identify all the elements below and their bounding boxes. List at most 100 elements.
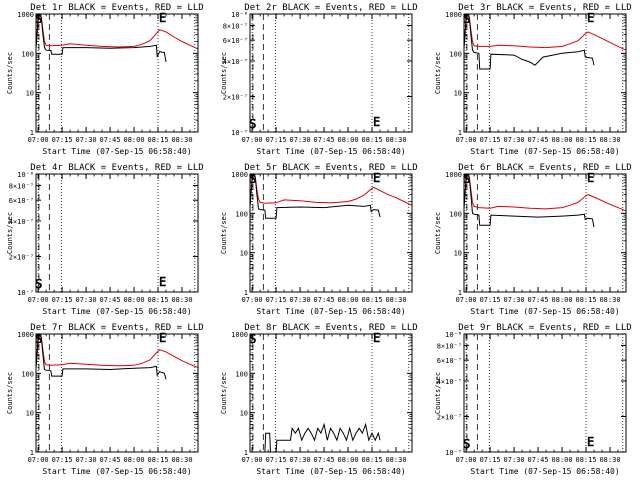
x-tick-label: 07:30 [504, 136, 525, 144]
x-axis-label: Start Time (07-Sep-15 06:58:40) [256, 467, 405, 476]
x-tick-label: 08:00 [338, 136, 359, 144]
x-tick-label: 07:00 [242, 296, 263, 304]
x-tick-label: 07:30 [76, 296, 97, 304]
event-marker-S: S [249, 117, 256, 131]
event-marker-E: E [159, 275, 166, 289]
series-line-events [463, 173, 595, 228]
y-tick-label: 4×10⁻⁷ [437, 378, 462, 386]
chart-title: Det 4r BLACK = Events, RED = LLD [30, 163, 203, 173]
chart-panel-5: Det 5r BLACK = Events, RED = LLD Start Ti… [220, 163, 418, 316]
chart-panel-1: Det 1r BLACK = Events, RED = LLD Start Ti… [6, 3, 204, 156]
chart-title: Det 2r BLACK = Events, RED = LLD [244, 3, 417, 13]
y-tick-label: 10⁻⁶ [231, 11, 248, 19]
x-tick-label: 07:45 [314, 136, 335, 144]
x-tick-label: 08:00 [552, 456, 573, 464]
y-axis-label: Counts/sec [6, 372, 14, 414]
y-tick-label: 1 [244, 449, 248, 457]
x-tick-label: 07:15 [480, 136, 501, 144]
x-tick-label: 07:15 [52, 456, 73, 464]
chart-title: Det 9r BLACK = Events, RED = LLD [458, 323, 631, 333]
x-tick-label: 07:45 [100, 296, 121, 304]
x-tick-label: 08:30 [171, 456, 192, 464]
x-tick-label: 07:00 [456, 296, 477, 304]
y-tick-label: 1 [458, 289, 462, 297]
x-tick-label: 08:15 [575, 296, 596, 304]
x-tick-label: 07:30 [290, 456, 311, 464]
y-tick-label: 1000 [445, 11, 462, 19]
x-tick-label: 07:15 [266, 136, 287, 144]
chart-panel-9: Det 9r BLACK = Events, RED = LLD Start Ti… [434, 323, 632, 476]
y-tick-label: 2×10⁻⁷ [437, 413, 462, 421]
y-tick-label: 1 [30, 129, 34, 137]
x-tick-label: 07:30 [76, 136, 97, 144]
x-tick-label: 08:00 [124, 296, 145, 304]
x-tick-label: 07:45 [528, 136, 549, 144]
x-tick-label: 08:15 [575, 136, 596, 144]
chart-panel-6: Det 6r BLACK = Events, RED = LLD Start Ti… [434, 163, 632, 316]
x-axis-label: Start Time (07-Sep-15 06:58:40) [42, 467, 191, 476]
x-tick-label: 07:45 [100, 136, 121, 144]
x-tick-label: 07:45 [528, 456, 549, 464]
chart-title: Det 1r BLACK = Events, RED = LLD [30, 3, 203, 13]
x-axis-label: Start Time (07-Sep-15 06:58:40) [42, 147, 191, 156]
y-tick-label: 1000 [231, 171, 248, 179]
y-tick-label: 100 [21, 50, 34, 58]
x-tick-label: 07:00 [28, 456, 49, 464]
x-tick-label: 07:30 [76, 456, 97, 464]
x-tick-label: 07:30 [504, 456, 525, 464]
series-line-lld [463, 12, 627, 51]
y-tick-label: 4×10⁻⁷ [223, 58, 248, 66]
y-tick-label: 10 [26, 90, 34, 98]
plot-frame [249, 173, 413, 293]
x-tick-label: 08:00 [124, 456, 145, 464]
series-line-events [35, 333, 167, 380]
plot-frame [463, 13, 627, 133]
x-tick-label: 07:00 [28, 296, 49, 304]
y-tick-label: 1000 [445, 171, 462, 179]
x-tick-label: 07:30 [290, 296, 311, 304]
x-tick-label: 08:15 [361, 136, 382, 144]
x-tick-label: 07:45 [314, 456, 335, 464]
y-tick-label: 100 [235, 210, 248, 218]
chart-panel-4: Det 4r BLACK = Events, RED = LLD Start Ti… [6, 163, 204, 316]
chart-title: Det 5r BLACK = Events, RED = LLD [244, 163, 417, 173]
x-tick-label: 08:00 [338, 296, 359, 304]
x-tick-label: 07:45 [314, 296, 335, 304]
plot-frame [35, 333, 199, 453]
event-marker-E: E [373, 115, 380, 129]
x-tick-label: 07:00 [242, 456, 263, 464]
y-tick-label: 100 [449, 210, 462, 218]
y-tick-label: 1 [458, 129, 462, 137]
chart-panel-2: Det 2r BLACK = Events, RED = LLD Start Ti… [220, 3, 418, 156]
x-tick-label: 07:45 [100, 456, 121, 464]
chart-panel-3: Det 3r BLACK = Events, RED = LLD Start Ti… [434, 3, 632, 156]
x-tick-label: 08:30 [385, 296, 406, 304]
x-tick-label: 07:15 [52, 296, 73, 304]
x-tick-label: 08:30 [171, 296, 192, 304]
event-marker-E: E [587, 435, 594, 449]
x-axis-label: Start Time (07-Sep-15 06:58:40) [256, 147, 405, 156]
chart-title: Det 7r BLACK = Events, RED = LLD [30, 323, 203, 333]
x-tick-label: 08:30 [599, 456, 620, 464]
y-tick-label: 10 [26, 410, 34, 418]
y-tick-label: 8×10⁻⁷ [437, 342, 462, 350]
plot-frame [35, 173, 199, 293]
y-tick-label: 100 [449, 50, 462, 58]
x-tick-label: 08:30 [599, 136, 620, 144]
x-axis-label: Start Time (07-Sep-15 06:58:40) [470, 147, 619, 156]
y-tick-label: 100 [21, 370, 34, 378]
event-marker-E: E [587, 11, 594, 25]
y-axis-label: Counts/sec [6, 212, 14, 254]
chart-title: Det 3r BLACK = Events, RED = LLD [458, 3, 631, 13]
series-line-events [463, 13, 595, 70]
plot-frame [35, 13, 199, 133]
y-tick-label: 10 [454, 90, 462, 98]
event-marker-E: E [373, 331, 380, 345]
y-axis-label: Counts/sec [220, 372, 228, 414]
event-marker-S: S [249, 332, 256, 346]
y-axis-label: Counts/sec [434, 212, 442, 254]
y-tick-label: 2×10⁻⁷ [223, 93, 248, 101]
y-tick-label: 1000 [231, 331, 248, 339]
y-tick-label: 8×10⁻⁷ [9, 182, 34, 190]
